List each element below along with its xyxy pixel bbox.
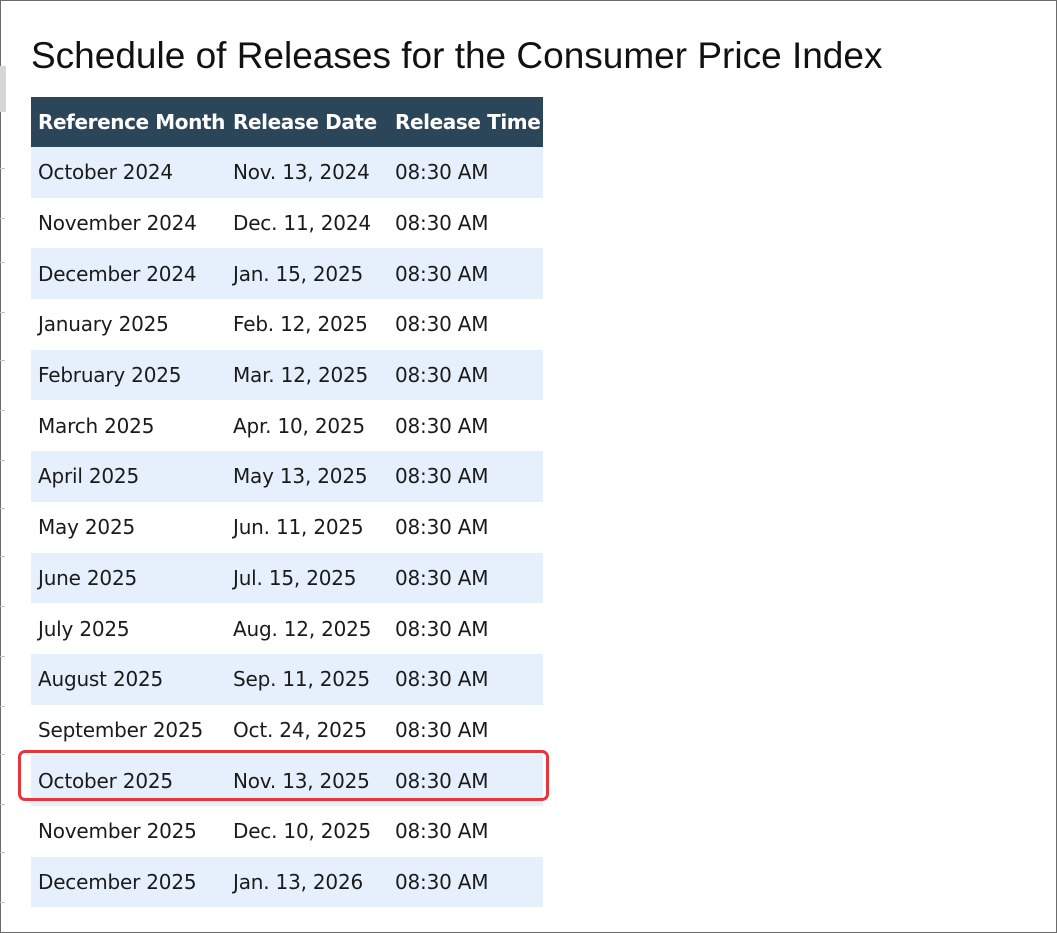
release-date-cell: Mar. 12, 2025 — [226, 349, 388, 401]
release-date-cell: May 13, 2025 — [226, 451, 388, 502]
edge-tick — [0, 556, 5, 557]
reference-month-cell: May 2025 — [31, 501, 226, 553]
reference-month-cell: October 2024 — [31, 147, 226, 198]
reference-month-cell: March 2025 — [31, 400, 226, 452]
release-time-cell: 08:30 AM — [388, 349, 543, 401]
edge-tick — [0, 706, 5, 707]
release-date-cell: Nov. 13, 2025 — [226, 755, 388, 806]
release-time-cell: 08:30 AM — [388, 197, 543, 249]
header-release-time: Release Time — [388, 97, 543, 147]
release-date-cell: Apr. 10, 2025 — [226, 400, 388, 452]
reference-month-cell: April 2025 — [31, 451, 226, 502]
edge-tick — [0, 460, 5, 461]
release-schedule-table: Reference Month Release Date Release Tim… — [31, 97, 543, 908]
table-row: February 2025 Mar. 12, 2025 08:30 AM — [31, 349, 543, 401]
table-row: September 2025 Oct. 24, 2025 08:30 AM — [31, 704, 543, 756]
table-row: November 2024 Dec. 11, 2024 08:30 AM — [31, 197, 543, 249]
table-row: March 2025 Apr. 10, 2025 08:30 AM — [31, 400, 543, 452]
table-row: August 2025 Sep. 11, 2025 08:30 AM — [31, 653, 543, 705]
reference-month-cell: July 2025 — [31, 603, 226, 654]
page-title: Schedule of Releases for the Consumer Pr… — [31, 35, 883, 76]
reference-month-cell: February 2025 — [31, 349, 226, 401]
release-time-cell: 08:30 AM — [388, 856, 543, 908]
release-time-cell: 08:30 AM — [388, 603, 543, 654]
edge-tick — [0, 218, 5, 219]
reference-month-cell: November 2024 — [31, 197, 226, 249]
edge-tick — [0, 804, 5, 805]
table-row: October 2024 Nov. 13, 2024 08:30 AM — [31, 147, 543, 198]
edge-tick — [0, 262, 5, 263]
edge-tick — [0, 312, 5, 313]
release-date-cell: Jan. 15, 2025 — [226, 248, 388, 300]
reference-month-cell: September 2025 — [31, 704, 226, 756]
table-row: December 2024 Jan. 15, 2025 08:30 AM — [31, 248, 543, 300]
release-time-cell: 08:30 AM — [388, 299, 543, 350]
release-date-cell: Feb. 12, 2025 — [226, 299, 388, 350]
table-row: July 2025 Aug. 12, 2025 08:30 AM — [31, 603, 543, 654]
release-time-cell: 08:30 AM — [388, 400, 543, 452]
reference-month-cell: December 2025 — [31, 856, 226, 908]
edge-tick — [0, 656, 5, 657]
table-row: April 2025 May 13, 2025 08:30 AM — [31, 451, 543, 502]
edge-tick — [0, 606, 5, 607]
edge-tick — [0, 754, 5, 755]
release-time-cell: 08:30 AM — [388, 147, 543, 198]
release-time-cell: 08:30 AM — [388, 704, 543, 756]
release-date-cell: Jun. 11, 2025 — [226, 501, 388, 553]
table-row: May 2025 Jun. 11, 2025 08:30 AM — [31, 501, 543, 553]
reference-month-cell: October 2025 — [31, 755, 226, 806]
header-reference-month: Reference Month — [31, 97, 226, 147]
edge-tick — [0, 360, 5, 361]
header-release-date: Release Date — [226, 97, 388, 147]
release-date-cell: Dec. 10, 2025 — [226, 805, 388, 857]
reference-month-cell: August 2025 — [31, 653, 226, 705]
scrollbar-thumb[interactable] — [0, 66, 6, 112]
release-date-cell: Nov. 13, 2024 — [226, 147, 388, 198]
release-date-cell: Jan. 13, 2026 — [226, 856, 388, 908]
release-time-cell: 08:30 AM — [388, 248, 543, 300]
reference-month-cell: June 2025 — [31, 552, 226, 604]
table-header-row: Reference Month Release Date Release Tim… — [31, 97, 543, 147]
release-time-cell: 08:30 AM — [388, 552, 543, 604]
table-row-highlighted: October 2025 Nov. 13, 2025 08:30 AM — [31, 755, 543, 806]
table-row: December 2025 Jan. 13, 2026 08:30 AM — [31, 856, 543, 908]
table-row: November 2025 Dec. 10, 2025 08:30 AM — [31, 805, 543, 857]
release-date-cell: Aug. 12, 2025 — [226, 603, 388, 654]
release-date-cell: Sep. 11, 2025 — [226, 653, 388, 705]
edge-tick — [0, 168, 5, 169]
release-time-cell: 08:30 AM — [388, 805, 543, 857]
table-row: January 2025 Feb. 12, 2025 08:30 AM — [31, 299, 543, 350]
edge-tick — [0, 902, 5, 903]
edge-tick — [0, 508, 5, 509]
release-time-cell: 08:30 AM — [388, 501, 543, 553]
reference-month-cell: November 2025 — [31, 805, 226, 857]
table-row: June 2025 Jul. 15, 2025 08:30 AM — [31, 552, 543, 604]
release-date-cell: Dec. 11, 2024 — [226, 197, 388, 249]
release-time-cell: 08:30 AM — [388, 653, 543, 705]
release-time-cell: 08:30 AM — [388, 451, 543, 502]
reference-month-cell: December 2024 — [31, 248, 226, 300]
edge-tick — [0, 852, 5, 853]
reference-month-cell: January 2025 — [31, 299, 226, 350]
release-date-cell: Jul. 15, 2025 — [226, 552, 388, 604]
release-time-cell: 08:30 AM — [388, 755, 543, 806]
edge-tick — [0, 410, 5, 411]
release-date-cell: Oct. 24, 2025 — [226, 704, 388, 756]
